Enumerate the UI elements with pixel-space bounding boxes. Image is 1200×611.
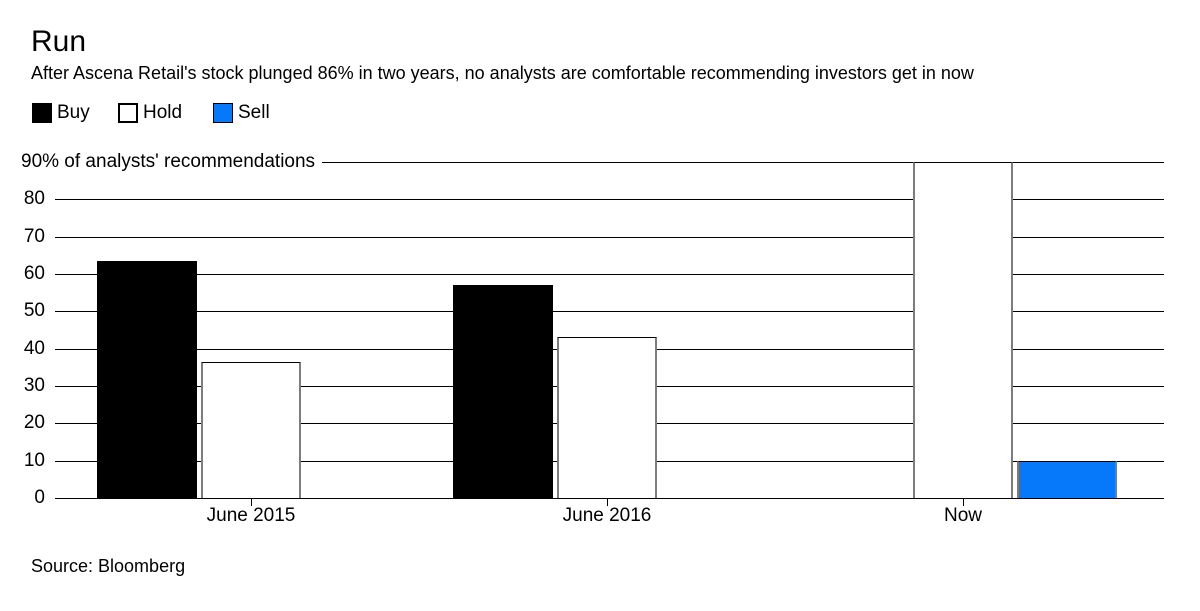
gridline-90: [322, 162, 1164, 163]
bar-sell-now: [1017, 460, 1117, 498]
chart-title: Run: [31, 25, 87, 58]
bar-hold-june-2016: [557, 337, 657, 498]
legend-item-hold: Hold: [118, 102, 182, 124]
y-tick-label-10: 10: [23, 449, 45, 471]
y-tick-label-70: 70: [23, 225, 45, 247]
legend-label-sell: Sell: [238, 102, 270, 123]
y-tick-label-50: 50: [23, 300, 45, 322]
y-tick-label-0: 0: [34, 487, 45, 508]
legend-label-buy: Buy: [57, 102, 90, 123]
bar-hold-june-2015: [201, 361, 301, 498]
y-tick-label-80: 80: [23, 188, 45, 210]
gridline-50: [55, 311, 1164, 313]
legend-item-buy: Buy: [32, 102, 90, 124]
y-tick-label-40: 40: [23, 337, 45, 359]
source-label: Source: Bloomberg: [31, 556, 186, 576]
gridline-80: [55, 199, 1164, 201]
x-tick-mark: [963, 499, 964, 506]
gridline-70: [55, 236, 1164, 238]
legend-label-hold: Hold: [143, 102, 183, 123]
legend-item-sell: Sell: [213, 102, 270, 124]
x-tick-mark: [607, 499, 608, 506]
x-tick-label-june-2015: June 2015: [206, 505, 296, 526]
y-tick-label-30: 30: [23, 375, 45, 396]
bar-buy-june-2016: [453, 285, 553, 498]
bar-buy-june-2015: [97, 260, 197, 498]
y-tick-label-20: 20: [23, 412, 45, 434]
x-tick-label-now: Now: [943, 505, 982, 526]
legend-swatch-hold-icon: [118, 103, 138, 123]
y-tick-label-60: 60: [23, 263, 45, 284]
y-axis-top-label: 90% of analysts' recommendations: [21, 151, 316, 172]
legend-swatch-sell-icon: [213, 103, 233, 123]
x-axis-line: [55, 498, 1164, 499]
legend-swatch-buy-icon: [32, 103, 52, 123]
gridline-60: [55, 274, 1164, 275]
chart-subtitle: After Ascena Retail's stock plunged 86% …: [31, 63, 974, 83]
x-tick-mark: [251, 499, 252, 506]
x-tick-label-june-2016: June 2016: [562, 505, 652, 526]
bar-hold-now: [913, 162, 1013, 498]
